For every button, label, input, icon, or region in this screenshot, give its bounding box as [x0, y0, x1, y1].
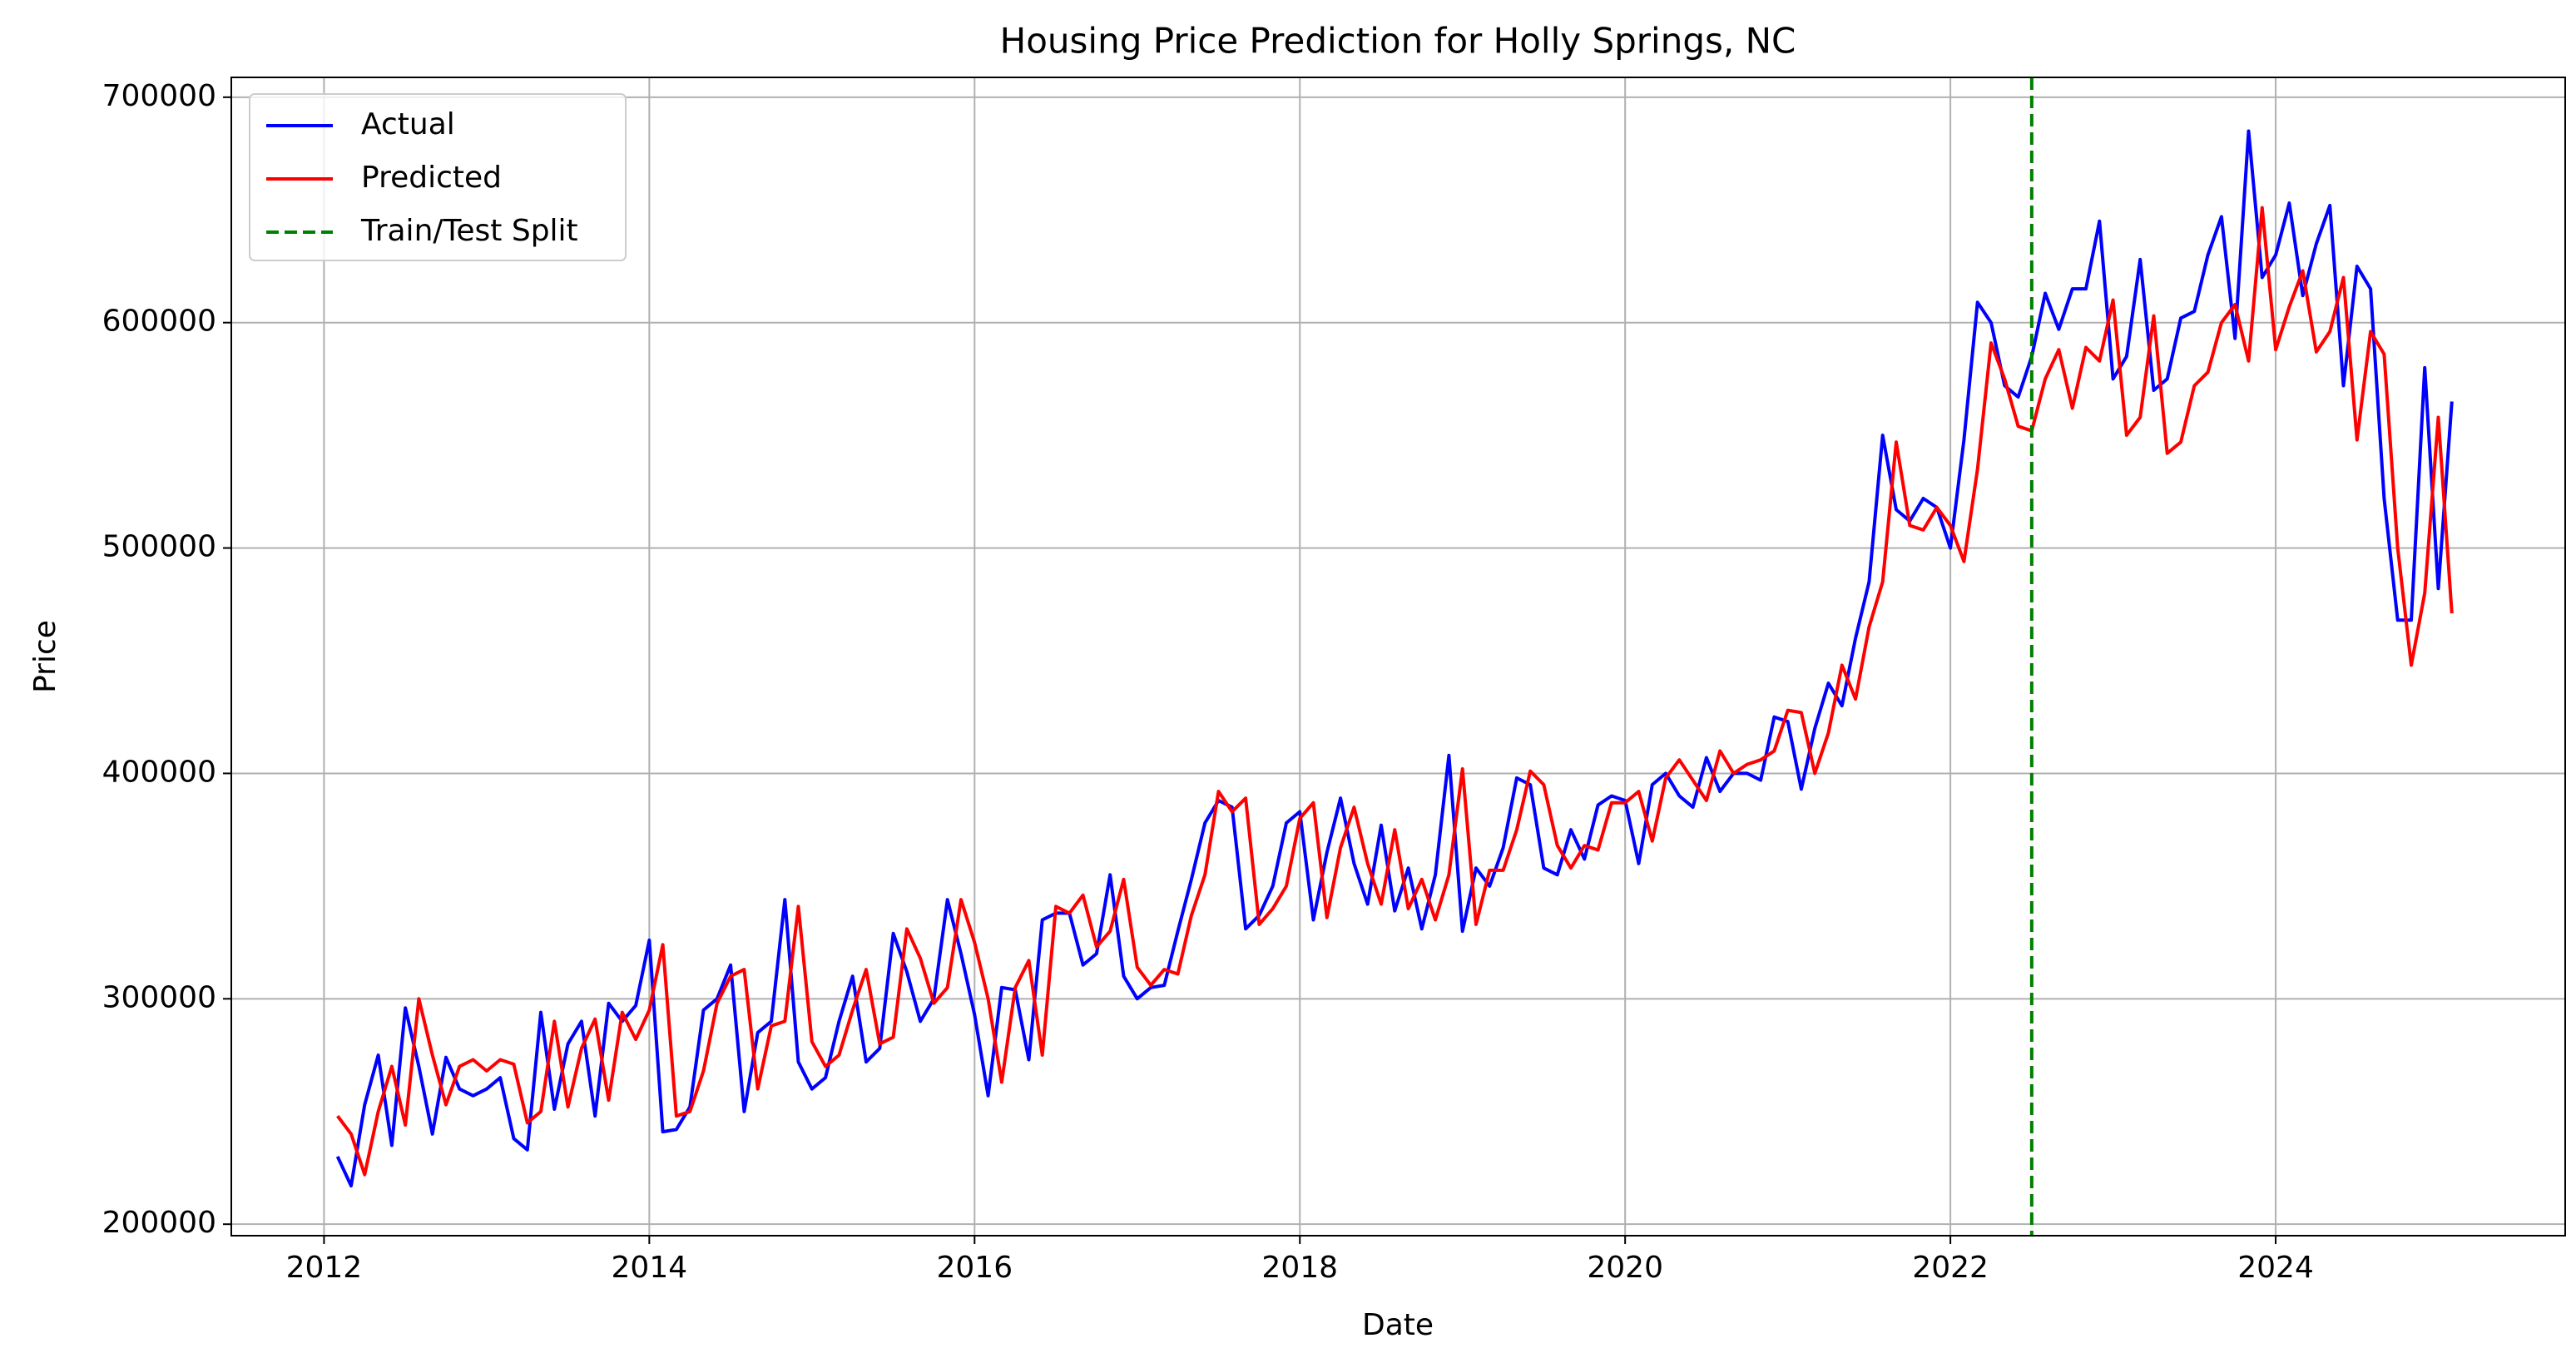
x-tick-label: 2020: [1587, 1251, 1663, 1285]
series-line: [335, 129, 2454, 1188]
y-axis-label: Price: [28, 620, 62, 693]
y-tick-label: 500000: [102, 530, 216, 564]
series-line: [336, 206, 2454, 1177]
legend-label: Actual: [361, 107, 455, 141]
y-tick-label: 600000: [102, 305, 216, 339]
chart-title: Housing Price Prediction for Holly Sprin…: [1000, 21, 1796, 62]
x-tick-label: 2016: [936, 1251, 1013, 1285]
x-tick-label: 2024: [2237, 1251, 2314, 1285]
x-tick-label: 2014: [612, 1251, 688, 1285]
x-tick-label: 2012: [286, 1251, 363, 1285]
legend-label: Predicted: [361, 161, 502, 195]
legend-box: [249, 93, 627, 261]
y-tick-label: 200000: [102, 1206, 216, 1240]
y-tick-label: 700000: [102, 79, 216, 113]
x-tick-label: 2018: [1261, 1251, 1338, 1285]
axes-frame: [230, 77, 2566, 1237]
x-axis-label: Date: [1362, 1308, 1434, 1342]
x-tick-label: 2022: [1912, 1251, 1989, 1285]
y-tick-label: 300000: [102, 980, 216, 1014]
y-tick-label: 400000: [102, 755, 216, 789]
legend-label: Train/Test Split: [360, 214, 578, 248]
